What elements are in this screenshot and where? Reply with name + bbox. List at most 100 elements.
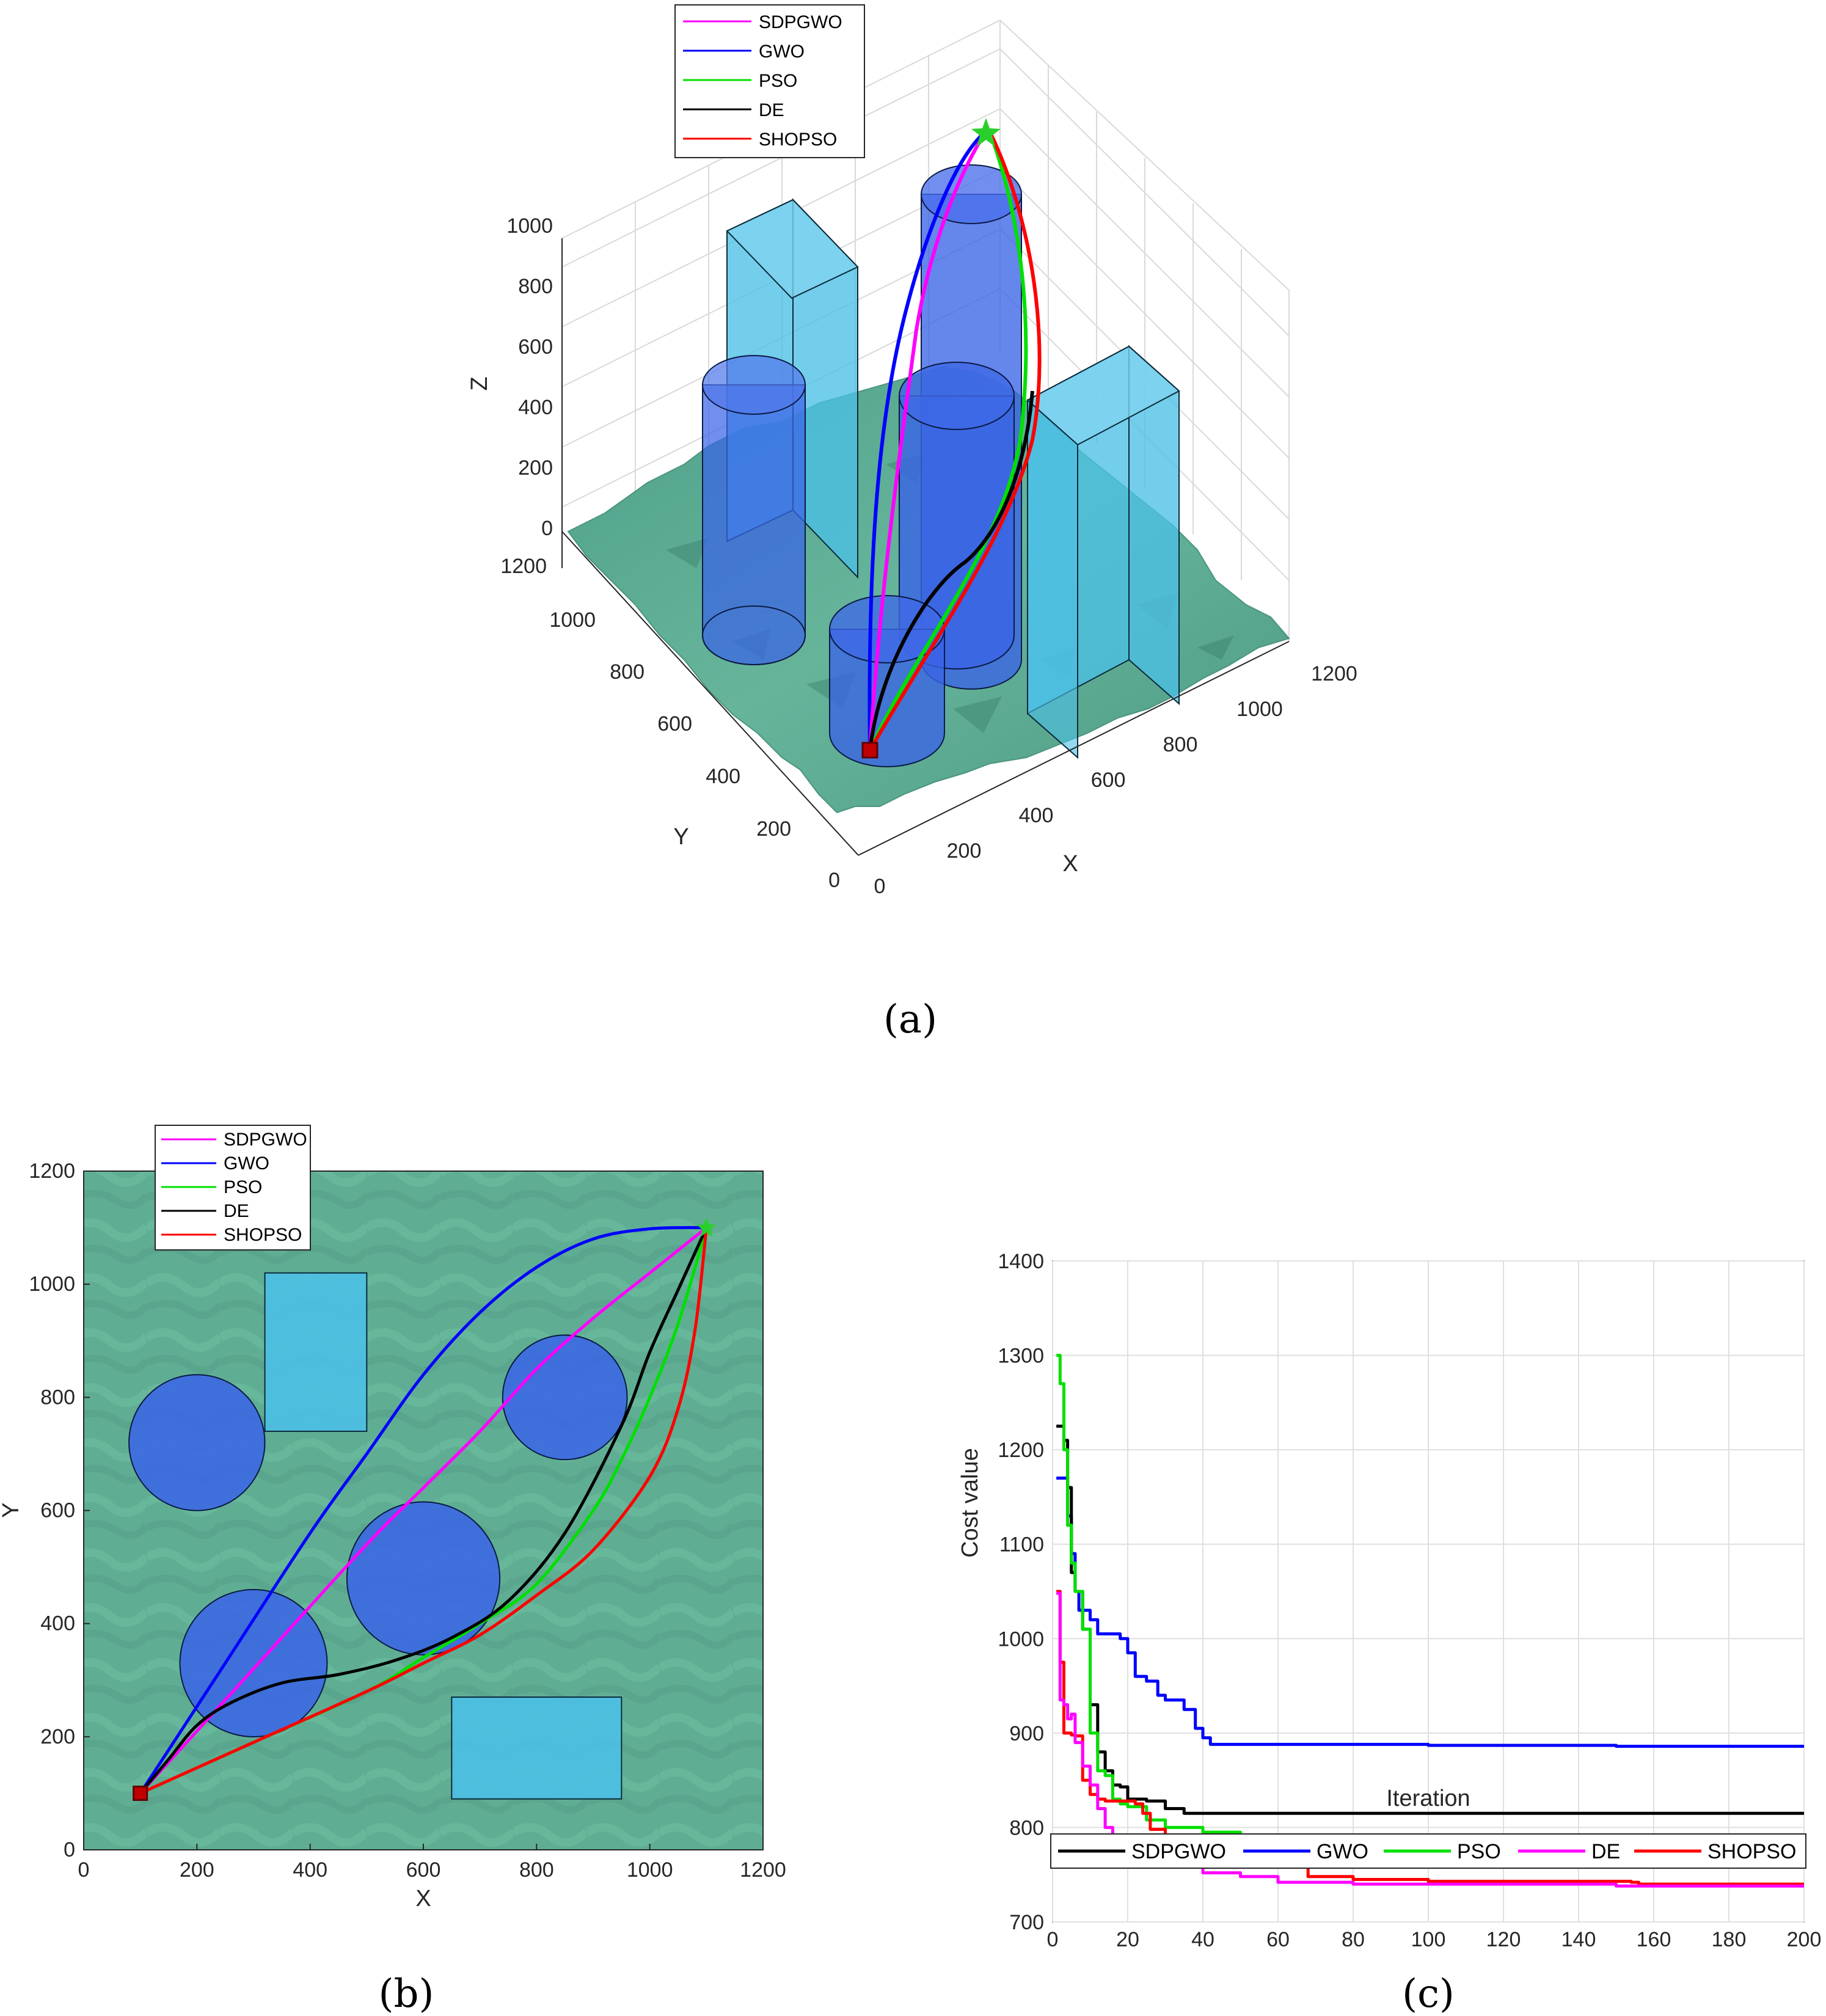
panel-a-path-de <box>868 390 1034 751</box>
panel-a-x-ticks: 0 200 400 600 800 1000 1200 <box>874 662 1357 898</box>
panel-b-ytick: 800 <box>40 1386 75 1409</box>
panel-b-legend-label: DE <box>224 1201 249 1221</box>
panel-a-ytick: 200 <box>756 817 791 841</box>
panel-a-xtick: 600 <box>1091 769 1126 792</box>
panel-b-legend-label: PSO <box>224 1177 262 1197</box>
panel-c-line-chart: 0 20 40 60 80 100 120 140 160 180 200 700 800 900 1000… <box>957 1250 1821 2016</box>
panel-b-ytick: 0 <box>64 1838 75 1861</box>
panel-b-xtick: 800 <box>519 1858 554 1882</box>
panel-a-xtick: 400 <box>1019 804 1054 827</box>
panel-c-xtick: 40 <box>1191 1928 1214 1951</box>
panel-b-legend-label: SDPGWO <box>224 1130 307 1150</box>
panel-a-legend-label: DE <box>759 100 784 120</box>
panel-a-legend: SDPGWO GWO PSO DE SHOPSO <box>674 4 865 158</box>
panel-b-legend-label: SHOPSO <box>224 1225 302 1245</box>
panel-a-cylinder-1 <box>702 355 806 665</box>
panel-a-axes <box>561 238 1290 856</box>
panel-a-legend-label: SDPGWO <box>759 12 842 32</box>
panel-b-markers <box>133 1218 717 1801</box>
panel-b-cylinder-obstacle-3 <box>346 1501 501 1656</box>
panel-c-xtick: 80 <box>1342 1928 1365 1951</box>
panel-b-ticks: 0 200 400 600 800 1000 1200 0 200 400 600 800 1000 12… <box>29 1160 786 1882</box>
panel-a-ztick: 600 <box>518 335 553 359</box>
panel-b-legend: SDPGWO GWO PSO DE SHOPSO <box>155 1125 311 1251</box>
panel-c-xtick: 60 <box>1266 1928 1290 1951</box>
panel-b-2d-plot: 0 200 400 600 800 1000 1200 0 200 400 600 800 1000 12… <box>0 1125 786 2016</box>
panel-b-paths <box>139 1225 708 1795</box>
panel-b-ytick: 1000 <box>29 1273 75 1296</box>
panel-a-3d-plot: 0 200 400 600 800 1000 Z 0 200 400 600 8… <box>467 4 1357 1042</box>
panel-b-xlabel: X <box>415 1886 431 1912</box>
panel-a-y-ticks: 0 200 400 600 800 1000 1200 <box>500 555 840 892</box>
panel-b-goal-marker <box>696 1218 717 1237</box>
panel-c-ytick: 700 <box>1009 1911 1044 1934</box>
panel-b-path-shopso <box>139 1227 708 1795</box>
panel-c-ytick: 1300 <box>998 1345 1044 1368</box>
panel-b-ytick: 400 <box>40 1612 75 1635</box>
panel-b-legend-label: GWO <box>224 1153 269 1174</box>
panel-b-ytick: 200 <box>40 1725 75 1748</box>
panel-a-xtick: 1000 <box>1236 698 1283 721</box>
panel-c-xtick: 160 <box>1637 1928 1671 1951</box>
panel-c-ytick: 1000 <box>998 1627 1044 1651</box>
panel-a-xtick: 200 <box>947 839 982 863</box>
panel-c-xtick: 100 <box>1411 1928 1446 1951</box>
panel-a-ztick: 200 <box>518 456 553 480</box>
panel-c-xlabel: Iteration <box>1386 1786 1470 1811</box>
panel-c-xtick: 180 <box>1712 1928 1747 1951</box>
panel-b-obstacles <box>128 1272 628 1800</box>
panel-a-ztick: 0 <box>541 517 553 540</box>
panel-a-legend-label: PSO <box>759 71 797 91</box>
panel-c-xtick: 0 <box>1047 1928 1059 1951</box>
panel-c-ylabel: Cost value <box>957 1448 983 1558</box>
panel-b-ytick: 1200 <box>29 1160 75 1183</box>
panel-a-goal-marker <box>971 118 1001 147</box>
panel-c-grid <box>1052 1260 1805 1923</box>
panel-a-ytick: 400 <box>706 765 740 788</box>
panel-c-legend-label: GWO <box>1317 1840 1368 1863</box>
panel-a-paths <box>867 130 1042 751</box>
panel-a-path-gwo <box>867 130 987 751</box>
panel-c-legend-label: SHOPSO <box>1707 1840 1796 1863</box>
panel-b-path-sdpgwo <box>139 1226 707 1795</box>
panel-c-legend-label: SDPGWO <box>1131 1840 1226 1863</box>
panel-b-ylabel: Y <box>0 1502 24 1517</box>
panel-a-ytick: 0 <box>828 869 840 892</box>
panel-c-legend: SDPGWO GWO PSO DE SHOPSO <box>1050 1833 1806 1869</box>
panel-c-legend-label: DE <box>1591 1840 1620 1863</box>
panel-a-ztick: 800 <box>518 275 553 298</box>
panel-b-ytick: 600 <box>40 1499 75 1522</box>
panel-b-box-obstacle-1 <box>264 1272 368 1432</box>
panel-a-start-marker <box>861 742 878 759</box>
panel-c-ytick: 1200 <box>998 1439 1044 1462</box>
panel-b-box-obstacle-2 <box>451 1696 623 1800</box>
panel-b-cylinder-obstacle-1 <box>128 1374 266 1511</box>
panel-a-legend-label: GWO <box>759 42 805 62</box>
panel-c-xtick: 140 <box>1561 1928 1596 1951</box>
panel-b-xtick: 1000 <box>627 1858 673 1882</box>
panel-c-xtick: 200 <box>1787 1928 1822 1951</box>
panel-c-xtick: 120 <box>1486 1928 1521 1951</box>
panel-a-ytick: 800 <box>610 660 645 684</box>
panel-a-path-sdpgwo <box>868 130 988 751</box>
panel-a-path-shopso <box>868 130 1042 751</box>
caption-b: (b) <box>379 1971 434 2016</box>
caption-a: (a) <box>883 997 937 1042</box>
panel-b-cylinder-obstacle-4 <box>502 1334 628 1461</box>
panel-a-ytick: 1200 <box>500 555 547 578</box>
panel-a-z-ticks: 0 200 400 600 800 1000 <box>506 214 553 540</box>
panel-a-path-pso <box>868 130 1028 751</box>
panel-c-ytick: 800 <box>1009 1816 1044 1839</box>
panel-a-xtick: 1200 <box>1311 662 1357 685</box>
panel-b-path-gwo <box>139 1225 707 1794</box>
panel-b-xtick: 1200 <box>740 1858 786 1882</box>
panel-a-ytick: 600 <box>657 712 692 736</box>
panel-a-zlabel: Z <box>467 376 492 390</box>
panel-c-ytick: 1400 <box>998 1250 1044 1273</box>
panel-a-xlabel: X <box>1062 851 1078 877</box>
panel-a-box-2 <box>1026 345 1180 759</box>
panel-b-xtick: 0 <box>78 1858 90 1882</box>
panel-a-ytick: 1000 <box>549 608 596 632</box>
panel-c-legend-label: PSO <box>1457 1840 1501 1863</box>
